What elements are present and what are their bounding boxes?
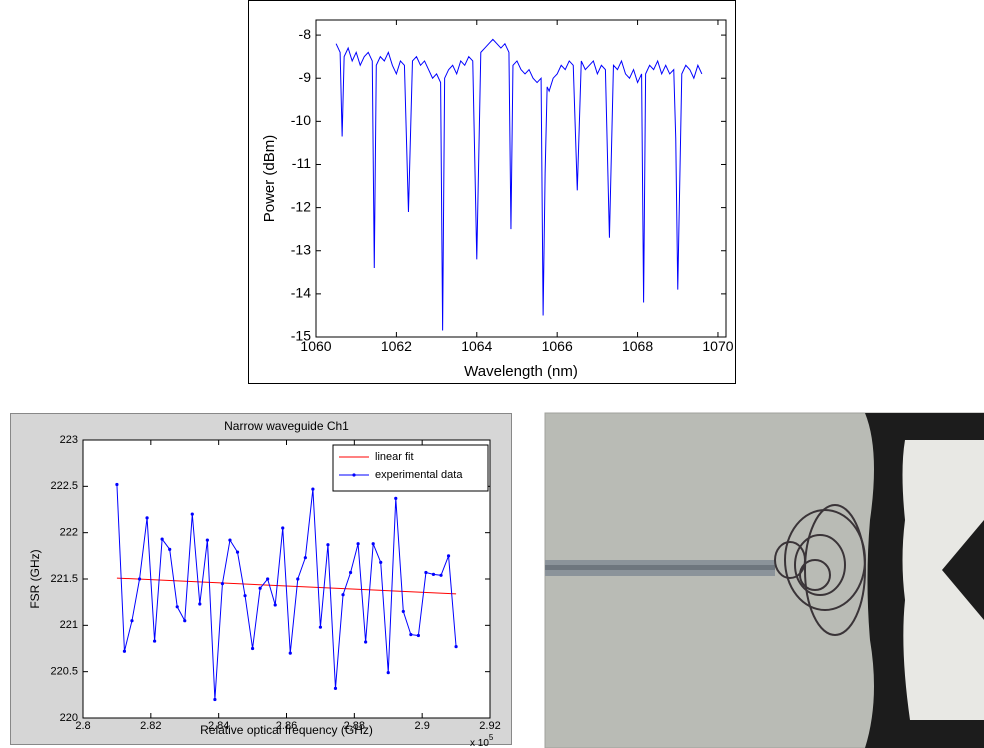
axes-box <box>315 19 727 338</box>
data-point <box>152 639 157 643</box>
data-point <box>137 577 142 581</box>
data-point <box>326 543 330 547</box>
data-point <box>341 593 345 597</box>
y-tick-label: -9 <box>299 69 312 85</box>
y-tick-label: 223 <box>60 434 78 446</box>
x-tick-label: 1066 <box>542 338 573 354</box>
y-tick-label: 221 <box>60 619 78 631</box>
legend-label: experimental data <box>375 469 463 481</box>
data-point <box>258 586 262 590</box>
data-point <box>318 625 323 629</box>
y-tick-label: -11 <box>292 155 311 171</box>
y-tick-label: -15 <box>291 328 311 344</box>
x-tick-label: 1064 <box>461 338 492 354</box>
x-tick-label: 1070 <box>702 338 733 354</box>
microscope-photo <box>544 412 984 748</box>
x-tick-label: 2.8 <box>75 720 90 732</box>
data-point <box>371 542 375 546</box>
legend-box <box>332 444 489 492</box>
data-point <box>145 516 149 520</box>
y-tick-label: -8 <box>299 26 312 42</box>
data-point <box>183 619 187 623</box>
data-point <box>160 537 164 541</box>
data-point <box>190 512 194 516</box>
data-point <box>364 640 368 644</box>
data-point <box>431 572 436 576</box>
data-point <box>409 633 413 637</box>
data-point <box>281 526 285 530</box>
legend-marker <box>352 473 356 477</box>
data-point <box>401 609 405 614</box>
x-multiplier: x 105 <box>470 733 494 748</box>
data-point <box>424 570 428 575</box>
data-point <box>122 649 127 653</box>
data-point <box>130 619 134 623</box>
data-point <box>273 603 277 607</box>
data-point <box>213 697 217 702</box>
data-point <box>379 560 383 564</box>
data-point <box>394 496 398 500</box>
y-tick-label: -14 <box>291 285 311 301</box>
x-tick-label: 1068 <box>622 338 653 354</box>
data-point <box>439 573 443 577</box>
x-tick-label: 2.82 <box>140 720 161 732</box>
data-point <box>386 670 390 675</box>
data-point <box>296 577 300 581</box>
data-point <box>356 542 360 546</box>
x-tick-label: 2.86 <box>276 720 297 732</box>
data-point <box>311 487 315 491</box>
x-tick-label: 2.88 <box>344 720 365 732</box>
y-tick-label: 221.5 <box>50 573 78 585</box>
data-point <box>446 554 451 558</box>
data-point <box>220 582 225 586</box>
data-point <box>288 651 292 655</box>
data-point <box>333 686 338 690</box>
x-axis-label: Wavelength (nm) <box>464 363 578 380</box>
y-tick-label: 220 <box>60 712 78 724</box>
y-axis-label: FSR (GHz) <box>28 549 42 608</box>
data-point <box>175 605 179 609</box>
debris <box>774 504 866 636</box>
data-point <box>416 633 421 638</box>
chip-groove <box>942 520 984 620</box>
data-point <box>115 482 119 487</box>
y-tick-label: 220.5 <box>50 666 78 678</box>
data-point <box>228 538 232 542</box>
legend-label: linear fit <box>375 451 414 463</box>
data-point <box>205 538 209 542</box>
x-tick-label: 2.9 <box>415 720 430 732</box>
x-axis-label: Relative optical frequency (GHz) <box>200 723 373 737</box>
data-point <box>266 577 270 581</box>
data-point <box>250 646 255 651</box>
y-tick-label: -12 <box>291 198 311 214</box>
data-point <box>168 547 172 551</box>
data-line <box>335 38 703 331</box>
data-point <box>303 556 307 560</box>
chart-title: Narrow waveguide Ch1 <box>224 419 349 433</box>
data-point <box>348 570 353 575</box>
y-tick-label: -10 <box>291 112 311 128</box>
axes-box <box>82 439 491 719</box>
photo-border <box>544 412 984 748</box>
data-line <box>116 484 457 700</box>
y-tick-label: 222.5 <box>50 480 78 492</box>
x-tick-label: 1060 <box>300 338 331 354</box>
data-point <box>454 645 458 649</box>
y-axis-label: Power (dBm) <box>261 135 278 223</box>
y-tick-label: 222 <box>60 527 78 539</box>
multiplier-base: x 10 <box>470 738 489 748</box>
chip-face <box>902 440 984 720</box>
fiber-core <box>545 565 775 570</box>
multiplier-exponent: 5 <box>489 733 494 742</box>
plot-area <box>316 20 726 337</box>
data-point <box>243 594 247 598</box>
x-tick-label: 1062 <box>381 338 412 354</box>
y-tick-label: -13 <box>291 241 311 257</box>
data-point <box>198 602 202 606</box>
data-point <box>235 550 240 554</box>
x-tick-label: 2.92 <box>479 720 500 732</box>
x-tick-label: 2.84 <box>208 720 229 732</box>
